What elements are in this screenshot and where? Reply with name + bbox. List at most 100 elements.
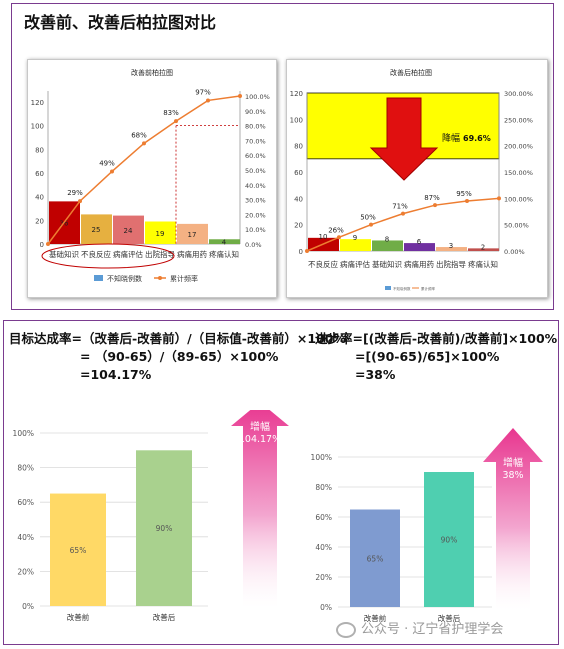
y-tick-label: 100%	[311, 453, 332, 462]
line-point	[110, 169, 114, 174]
legend-bar-swatch	[94, 275, 103, 281]
page-title: 改善前、改善后柏拉图对比	[24, 13, 217, 32]
y-tick-label: 100	[290, 116, 303, 124]
bar-value-label: 65%	[367, 554, 384, 563]
y2-tick-label: 50.0%	[245, 167, 266, 175]
category-label: 改善后	[153, 612, 176, 622]
category-label: 病痛用药	[177, 249, 207, 259]
y-tick-label: 60%	[315, 513, 332, 522]
line-point	[142, 141, 146, 146]
bar	[468, 248, 499, 251]
pareto-after-chart: 改善后柏拉图 0 20 40 60 80 100 120 0.00% 50.00% 100.00% 1…	[290, 68, 533, 291]
bar-value-label: 10	[319, 233, 328, 241]
category-label: 改善前	[364, 613, 387, 623]
y2-tick-label: 20.0%	[245, 211, 266, 219]
category-label: 基础知识	[49, 249, 79, 259]
legend-bar-label: 不知晓例数	[107, 274, 142, 283]
y-tick-label: 20%	[315, 573, 332, 582]
bar-value-label: 9	[353, 234, 357, 242]
y2-tick-label: 50.00%	[504, 222, 529, 230]
increase-arrow-icon	[231, 410, 289, 608]
y-tick-label: 60%	[17, 498, 34, 507]
pareto-before-panel: 改善前柏拉图 0 20 40 60 80 100 120 0.0% 10.0% 20.0% 30.0%…	[27, 59, 277, 298]
watermark-text: 公众号 · 辽宁省护理学会	[361, 622, 504, 637]
bar-value-label: 6	[417, 238, 422, 246]
bar-value-label: 4	[222, 239, 227, 247]
bar	[340, 239, 371, 251]
y-tick-label: 0	[299, 248, 303, 256]
line-value-label: 97%	[195, 88, 211, 96]
category-label: 基础知识	[372, 259, 402, 269]
bar	[136, 450, 192, 606]
bar-value-label: 36	[60, 220, 69, 228]
line-value-label: 49%	[99, 159, 115, 167]
line-point	[174, 119, 178, 124]
y-tick-label: 20	[294, 222, 303, 230]
y-tick-label: 80	[294, 143, 303, 151]
line-point	[369, 222, 373, 227]
chart-title: 改善后柏拉图	[390, 68, 432, 77]
bar-value-label: 90%	[156, 524, 173, 533]
y-tick-label: 100%	[13, 429, 34, 438]
y2-tick-label: 200.00%	[504, 143, 533, 151]
line-point	[206, 98, 210, 103]
category-label: 不良反应	[81, 249, 111, 259]
y-tick-label: 20	[35, 217, 44, 225]
formula-left-line1: 目标达成率=（改善后-改善前）/（目标值-改善前）×100%	[9, 331, 347, 346]
formula-right-line3: =38%	[355, 367, 396, 382]
y2-tick-label: 80.0%	[245, 123, 266, 131]
line-value-label: 68%	[131, 131, 147, 139]
y-tick-label: 40	[294, 195, 303, 203]
line-value-label: 95%	[456, 190, 472, 198]
line-point	[337, 235, 341, 240]
legend-line-label: 累计频率	[421, 286, 435, 291]
y-tick-label: 80	[35, 146, 44, 154]
y2-tick-label: 250.00%	[504, 116, 533, 124]
top-section-frame	[11, 3, 554, 310]
watermark: 公众号 · 辽宁省护理学会	[336, 618, 503, 638]
legend-line-marker	[158, 276, 162, 280]
y-tick-label: 40	[35, 194, 44, 202]
line-value-label: 71%	[392, 203, 408, 211]
bar	[145, 221, 176, 244]
bar	[436, 247, 467, 251]
line-value-label: 26%	[328, 226, 344, 234]
bar-value-label: 65%	[70, 546, 87, 555]
line-point	[465, 198, 469, 203]
formula-left-line2: = （90-65）/（89-65）×100%	[80, 349, 279, 364]
increase-value: 38%	[502, 470, 523, 481]
formula-right-line2: =[(90-65)/65]×100%	[355, 349, 500, 364]
line-point	[433, 203, 437, 208]
decrease-label: 降幅	[442, 132, 460, 144]
bar	[372, 240, 403, 251]
bar-value-label: 2	[481, 243, 485, 251]
y-tick-label: 0%	[320, 603, 332, 612]
y2-tick-label: 300.00%	[504, 90, 533, 98]
y2-tick-label: 40.0%	[245, 182, 266, 190]
category-label: 疼痛认知	[209, 249, 239, 259]
bar	[350, 509, 400, 607]
y-tick-label: 40%	[315, 543, 332, 552]
bar-value-label: 90%	[441, 536, 458, 545]
y-tick-label: 0%	[22, 602, 34, 611]
line-value-label: 87%	[424, 194, 440, 202]
line-value-label: 50%	[360, 214, 376, 222]
bar	[404, 243, 435, 251]
category-label: 病痛评估	[340, 259, 370, 269]
y2-tick-label: 100.0%	[245, 93, 270, 101]
y-tick-label: 60	[294, 169, 303, 177]
pareto-after-panel: 改善后柏拉图 0 20 40 60 80 100 120 0.00% 50.00% 100.00% 1…	[286, 59, 548, 298]
line-point	[497, 196, 501, 201]
line-point	[46, 242, 50, 246]
bar	[50, 493, 106, 606]
increase-value: 104.17%	[239, 434, 281, 445]
decrease-arrow-icon	[369, 97, 439, 181]
y-tick-label: 80%	[315, 483, 332, 492]
bar-value-label: 24	[124, 227, 133, 235]
formula-left-line3: =104.17%	[80, 367, 152, 382]
increase-label: 增幅	[250, 420, 270, 433]
y2-tick-label: 70.0%	[245, 137, 266, 145]
y-tick-label: 60	[35, 170, 44, 178]
y2-tick-label: 60.0%	[245, 152, 266, 160]
